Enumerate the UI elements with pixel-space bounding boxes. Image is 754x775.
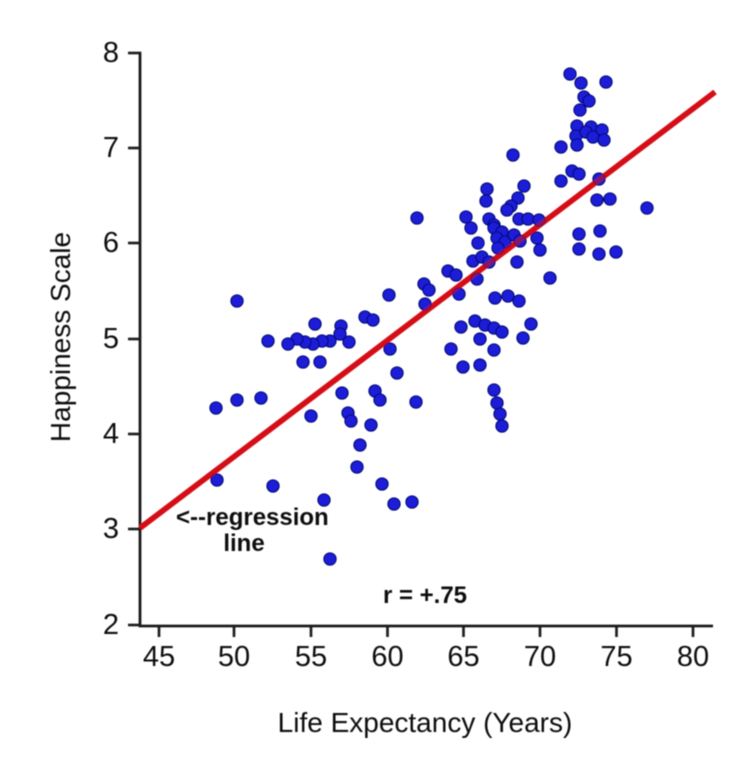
svg-text:4: 4 [103,418,119,450]
svg-text:80: 80 [677,641,709,673]
svg-text:7: 7 [103,132,119,164]
svg-text:45: 45 [143,641,175,673]
svg-text:2: 2 [103,609,119,641]
svg-text:<--regression: <--regression [176,504,329,531]
svg-text:3: 3 [103,513,119,545]
svg-text:65: 65 [447,641,479,673]
svg-text:5: 5 [103,323,119,355]
svg-text:8: 8 [103,37,119,69]
svg-text:6: 6 [103,227,119,259]
svg-text:Life Expectancy (Years): Life Expectancy (Years) [278,707,573,738]
svg-text:line: line [223,530,264,557]
svg-text:60: 60 [371,641,403,673]
svg-text:Happiness Scale: Happiness Scale [45,232,76,442]
svg-text:50: 50 [218,641,250,673]
svg-text:75: 75 [600,641,632,673]
svg-text:70: 70 [524,641,556,673]
svg-text:55: 55 [295,641,327,673]
svg-text:r = +.75: r = +.75 [383,582,467,609]
